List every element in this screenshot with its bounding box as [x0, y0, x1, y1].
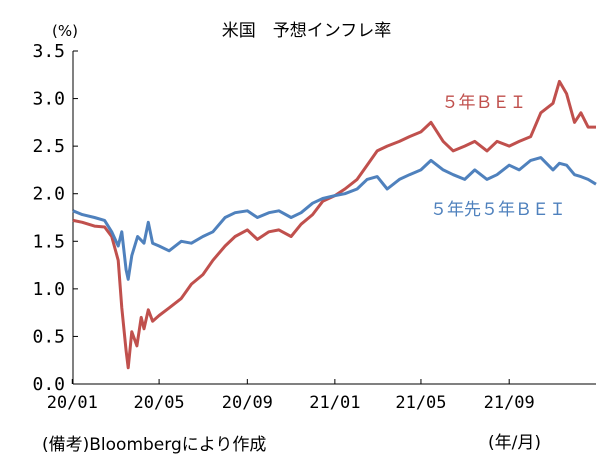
- y-tick-label: 0.0: [32, 374, 65, 395]
- y-tick-label: 3.0: [32, 89, 65, 110]
- series-label: ５年先５年ＢＥＩ: [430, 200, 566, 220]
- x-tick-label: 20/01: [47, 393, 98, 413]
- series-label: ５年ＢＥＩ: [442, 93, 527, 113]
- y-tick-label: 1.0: [32, 279, 65, 300]
- y-tick-label: 3.5: [32, 41, 65, 62]
- y-tick-label: 2.5: [32, 136, 65, 157]
- x-axis-unit: (年/月): [488, 433, 541, 453]
- x-tick-label: 21/01: [309, 393, 360, 413]
- source-note: (備考)Bloombergにより作成: [42, 435, 267, 455]
- y-tick-label: 1.5: [32, 231, 65, 252]
- x-tick-label: 20/09: [222, 393, 273, 413]
- y-tick-label: 2.0: [32, 184, 65, 205]
- chart-title: 米国 予想インフレ率: [221, 21, 392, 41]
- y-axis-unit: (%): [52, 22, 78, 40]
- y-tick-label: 0.5: [32, 326, 65, 347]
- x-tick-label: 21/09: [484, 393, 535, 413]
- x-tick-label: 21/05: [395, 393, 446, 413]
- series-line: [72, 156, 597, 281]
- x-tick-label: 20/05: [133, 393, 184, 413]
- series-line: [72, 79, 596, 370]
